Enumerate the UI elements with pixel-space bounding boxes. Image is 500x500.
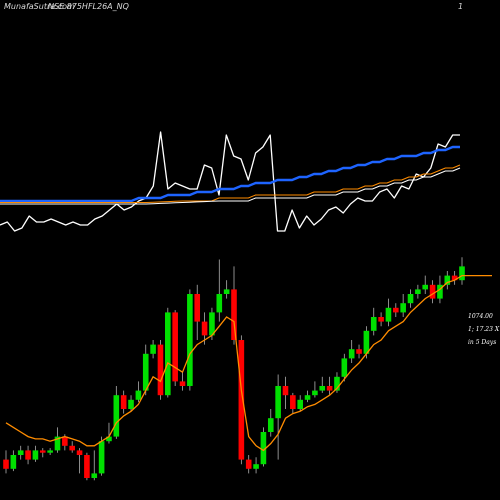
candle-down [231,289,237,340]
candle-down [393,307,399,313]
price-label: 1074.00 [468,313,493,320]
candle-up [54,436,61,451]
candle-down [69,445,75,451]
candle-up [319,386,326,391]
candle-down [157,344,164,396]
candle-down [429,284,436,299]
candle-up [400,303,406,313]
period-label: in 5 Days [468,339,497,346]
candle-up [415,289,421,294]
candle-up [297,399,303,409]
candle-up [260,432,267,465]
symbol-title: NSE 875HFL26A_NQ [48,2,129,11]
candle-down [356,349,362,354]
candle-down [378,317,384,322]
candle-down [238,340,245,460]
candle-down [179,381,186,386]
candle-up [275,386,281,419]
candle-up [407,294,414,304]
candle-down [282,386,289,396]
candle-up [348,349,355,359]
candle-up [459,266,465,281]
candle-up [341,358,348,377]
ema-line-1 [0,145,460,203]
candle-up [10,455,17,469]
candle-up [32,450,39,460]
site-title: MunafaSutra.com [4,2,75,11]
candle-up [216,294,223,313]
candle-up [91,473,98,478]
candle-down [201,321,208,336]
short-ema-line [5,274,492,452]
candle-up [98,441,105,474]
candlestick-panel [3,257,492,481]
candle-up [113,395,120,437]
candle-up [209,312,215,336]
candle-down [290,395,296,409]
candle-down [84,455,90,478]
candle-down [25,450,31,460]
ema-line-3 [0,167,461,205]
candle-up [106,436,112,442]
candle-up [422,284,429,290]
candle-up [150,344,156,354]
candle-up [47,450,53,453]
candle-up [187,294,193,386]
candle-up [267,418,274,432]
candle-up [334,376,340,391]
candle-down [194,294,201,322]
candle-up [304,395,311,400]
candle-down [3,459,9,469]
candle-up [363,330,370,354]
candle-down [39,450,46,453]
moving-average-panel [0,131,461,232]
candle-up [385,307,392,322]
candle-up [17,450,24,455]
ema-line-2 [0,164,461,203]
candle-up [142,353,149,391]
price-line [0,131,460,232]
candle-up [223,289,230,294]
candle-up [253,464,259,469]
candle-up [312,390,318,396]
candle-up [128,399,134,409]
change-label: 1; 17.23 X [468,326,500,333]
candle-up [135,390,142,400]
candle-up [444,275,451,285]
candle-down [62,436,68,446]
candle-up [370,317,377,331]
candle-down [172,312,178,382]
page-number: 1 [458,2,464,11]
candle-down [451,275,458,281]
candle-down [76,450,83,455]
candle-up [437,284,443,299]
candle-down [120,395,127,409]
candle-up [165,312,171,396]
candle-down [245,459,252,469]
candle-down [326,386,333,391]
